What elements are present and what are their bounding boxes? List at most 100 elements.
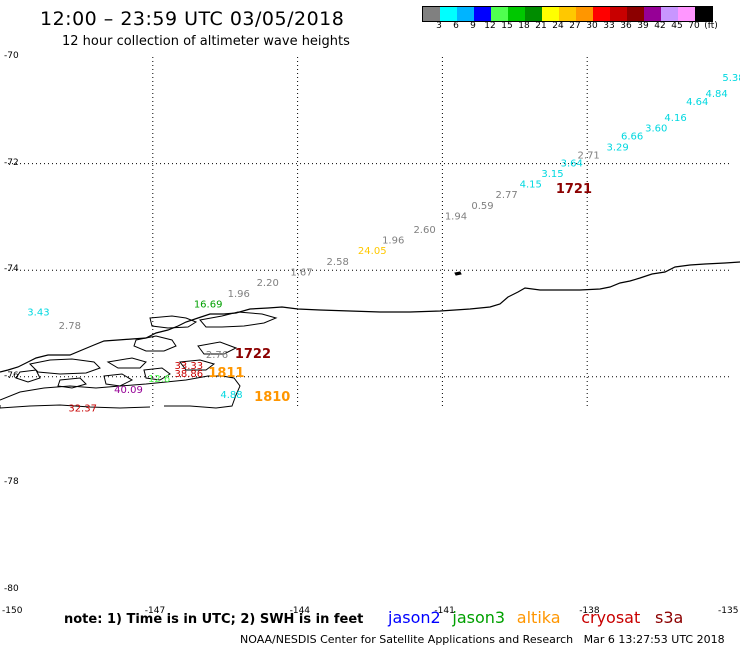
legend-label: 6 — [453, 21, 459, 31]
legend-swatch — [440, 7, 457, 21]
map-subtitle: 12 hour collection of altimeter wave hei… — [62, 34, 350, 49]
legend-swatch — [423, 7, 440, 21]
coastal-island-1 — [149, 315, 198, 329]
coastal-island-2 — [199, 311, 278, 328]
wave-height-value: 2.78 — [59, 321, 81, 332]
wave-height-value: 38.86 — [175, 369, 204, 380]
legend-swatch — [474, 7, 491, 21]
wave-height-color-legend — [422, 6, 713, 22]
wave-height-value: 33.33 — [175, 361, 204, 372]
inland-ice-7 — [179, 359, 216, 371]
lat-lon-grid — [8, 57, 732, 407]
legend-label: 15 — [501, 21, 513, 31]
latitude-label: -78 — [4, 477, 19, 488]
longitude-label: -135 — [718, 606, 739, 616]
legend-swatch — [627, 7, 644, 21]
wave-height-value: 3.15 — [541, 169, 563, 180]
pass-time-label: 1810 — [254, 390, 290, 405]
wave-height-value: 4.15 — [520, 180, 542, 191]
legend-unit: (ft) — [704, 21, 718, 31]
wave-height-value: 5.38 — [722, 73, 740, 84]
legend-label: 36 — [620, 21, 632, 31]
wave-height-value: 32.37 — [68, 403, 97, 414]
ice-coast-2 — [0, 404, 151, 409]
inland-ice-6 — [57, 377, 87, 389]
latitude-label: -80 — [4, 584, 19, 594]
legend-swatch — [559, 7, 576, 21]
wave-height-value: 1.94 — [445, 212, 467, 223]
legend-swatch — [593, 7, 610, 21]
map-title: 12:00 – 23:59 UTC 03/05/2018 — [40, 8, 345, 30]
coastal-island-3 — [133, 335, 177, 352]
legend-swatch — [695, 7, 712, 21]
wave-height-value: 4.64 — [686, 97, 708, 108]
longitude-label: -138 — [579, 606, 600, 616]
legend-label: 24 — [552, 21, 564, 31]
wave-height-value: 2.60 — [413, 225, 435, 236]
pass-time-label: 1811 — [208, 366, 244, 381]
longitude-label: -147 — [144, 606, 166, 616]
inland-ice-4 — [103, 373, 134, 387]
wave-height-value: 2.76 — [206, 350, 228, 361]
legend-label: 42 — [654, 21, 666, 31]
wave-height-value: 2.20 — [257, 278, 279, 289]
legend-label: 33 — [603, 21, 615, 31]
satellite-altika: altika — [516, 608, 561, 627]
ice-shelf-edge — [0, 261, 740, 373]
satellite-jason2: jason2 — [388, 608, 441, 627]
wave-height-value: 4.16 — [664, 113, 686, 124]
ice-coast-1 — [0, 375, 241, 409]
wave-height-value: 1.67 — [290, 268, 312, 279]
legend-label: 30 — [586, 21, 598, 31]
latitude-label: -74 — [4, 264, 19, 275]
legend-swatch — [576, 7, 593, 21]
wave-height-value: 40.09 — [114, 385, 143, 396]
latitude-label: -72 — [4, 157, 19, 168]
credit-text: NOAA/NESDIS Center for Satellite Applica… — [240, 633, 574, 646]
altimeter-map: 5.38 4.844.644.163.606.663.29 2.713.643.15… — [0, 57, 740, 414]
wave-height-value: 4.88 — [220, 390, 242, 401]
inland-ice-3 — [143, 367, 171, 381]
legend-swatch — [525, 7, 542, 21]
legend-label: 9 — [470, 21, 476, 31]
longitude-label: -150 — [2, 606, 23, 616]
satellite-cryosat: cryosat — [581, 608, 641, 627]
legend-swatch — [610, 7, 627, 21]
wave-height-value: 2.77 — [495, 190, 517, 201]
wave-height-value: 1.96 — [382, 236, 404, 247]
satellite-jason3: jason3 — [452, 608, 506, 627]
wave-height-value: 12.6 — [148, 374, 170, 385]
small-island — [454, 271, 462, 276]
legend-swatch — [508, 7, 525, 21]
wave-height-value: 4.84 — [705, 89, 727, 100]
pass-time-labels: 1721 1722 1811 1810 — [208, 182, 592, 405]
footnote: note: 1) Time is in UTC; 2) SWH is in fe… — [64, 612, 364, 627]
pass-time-label: 1721 — [556, 182, 592, 197]
legend-swatch — [542, 7, 559, 21]
wave-height-value: 2.58 — [327, 257, 349, 268]
legend-label: 18 — [518, 21, 530, 31]
longitude-label: -141 — [434, 606, 455, 616]
legend-label: 27 — [569, 21, 581, 31]
wave-height-value: 16.69 — [194, 300, 223, 311]
generated-timestamp: Mar 6 13:27:53 UTC 2018 — [583, 633, 725, 646]
wave-height-value: 3.43 — [27, 308, 49, 319]
wave-height-value: 3.29 — [607, 142, 629, 153]
wave-height-value: 6.66 — [621, 132, 643, 143]
wave-height-value: 0.59 — [471, 201, 493, 212]
wave-height-value: 3.60 — [645, 124, 667, 135]
legend-swatch — [644, 7, 661, 21]
legend-label: 70 — [688, 21, 700, 31]
legend-label: 39 — [637, 21, 649, 31]
inland-ice-5 — [15, 369, 41, 383]
legend-label: 3 — [436, 21, 442, 31]
inland-ice-8 — [197, 341, 238, 355]
satellite-s3a: s3a — [655, 608, 684, 627]
legend-label: 21 — [535, 21, 547, 31]
legend-label: 45 — [671, 21, 683, 31]
wave-height-value: 3.64 — [561, 158, 583, 169]
credit-line: NOAA/NESDIS Center for Satellite Applica… — [240, 633, 725, 646]
legend-swatch — [678, 7, 695, 21]
legend-swatch — [491, 7, 508, 21]
wave-height-value: 24.05 — [358, 246, 387, 257]
